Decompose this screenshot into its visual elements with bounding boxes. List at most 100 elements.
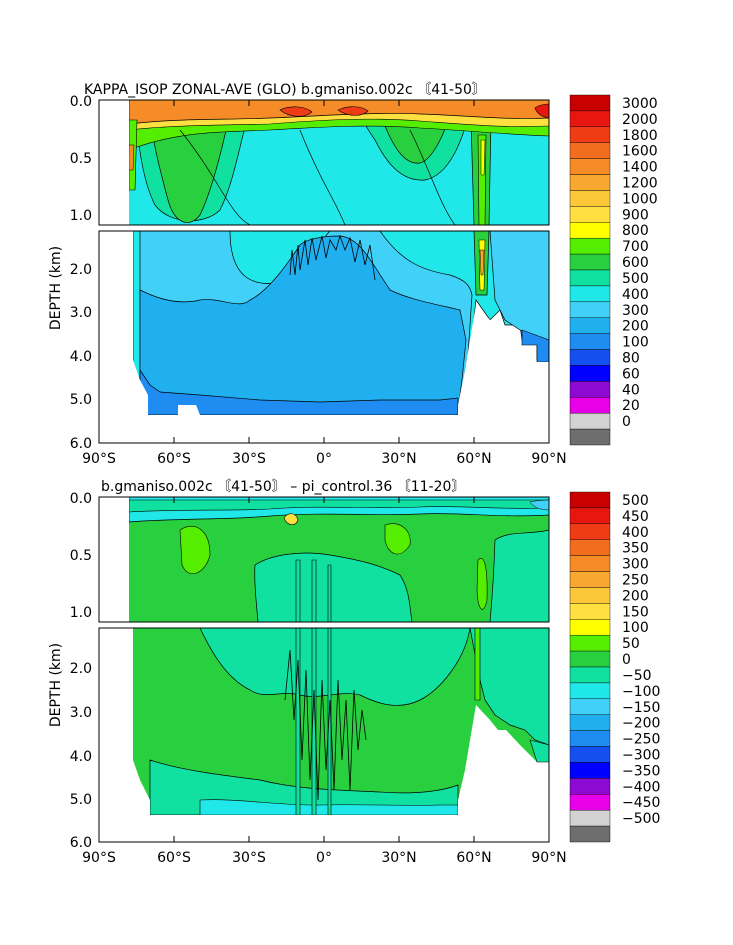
region-upper-patch <box>179 525 211 574</box>
colorbar-label: −250 <box>622 732 660 748</box>
colorbar-label: 20 <box>622 398 640 414</box>
colorbar-swatch <box>569 158 611 175</box>
colorbar-label: 0 <box>622 652 631 668</box>
region-na-column-lower-max <box>479 249 485 276</box>
colorbar-swatch <box>569 507 611 525</box>
panel-a-x-axis: 90°S 60°S 30°S 0° 30°N 60°N 90°N <box>82 451 567 467</box>
panel-a-upper-contour <box>179 129 251 225</box>
y-tick-label: 2.0 <box>70 661 92 677</box>
x-tick-label: 30°S <box>232 451 266 467</box>
panel-b-title: b.gmaniso.002c 〘41-50〙 – pi_control.36 〘… <box>101 479 465 495</box>
colorbar-label: 700 <box>622 239 649 255</box>
panel-b-seafloor <box>99 628 549 842</box>
y-tick-label: 1.0 <box>70 208 92 224</box>
panel-difference: b.gmaniso.002c 〘41-50〙 – pi_control.36 〘… <box>48 479 660 866</box>
colorbar-swatch <box>569 349 611 366</box>
colorbar-label: 3000 <box>622 96 658 112</box>
colorbar-label: −150 <box>622 700 660 716</box>
colorbar-label: 200 <box>622 319 649 335</box>
colorbar-label: −50 <box>622 668 652 684</box>
colorbar-swatch <box>569 317 611 334</box>
colorbar-swatch <box>569 698 611 715</box>
colorbar-label: −100 <box>622 684 660 700</box>
colorbar-swatch <box>569 650 611 668</box>
panel-a-seafloor <box>99 231 549 443</box>
colorbar-swatch <box>569 666 611 684</box>
y-tick-label: 0.5 <box>70 548 92 564</box>
colorbar-swatch <box>569 619 611 636</box>
colorbar-swatch <box>569 206 611 223</box>
region-bottom-right-step <box>529 739 549 763</box>
colorbar-label: 80 <box>622 351 640 367</box>
colorbar-label: 60 <box>622 366 640 382</box>
colorbar-swatch <box>569 126 611 143</box>
region-streak <box>295 559 301 622</box>
y-tick-label: 0.5 <box>70 151 92 167</box>
panel-a-upper-contour <box>299 129 346 225</box>
colorbar-swatch <box>569 110 611 128</box>
panel-b-colorbar: 500450400350300250200150100500−50−100−15… <box>569 491 660 843</box>
x-tick-label: 90°N <box>531 451 566 467</box>
colorbar-label: 500 <box>622 493 649 509</box>
colorbar-swatch <box>569 397 611 414</box>
y-tick-label: 3.0 <box>70 705 92 721</box>
panel-a-upper-contour <box>409 129 456 225</box>
colorbar-swatch <box>569 253 611 271</box>
colorbar-swatch <box>569 762 611 779</box>
panel-b-upper-section <box>99 497 549 622</box>
colorbar-label: 1000 <box>622 191 658 207</box>
colorbar-label: 350 <box>622 541 649 557</box>
colorbar-swatch <box>569 333 611 350</box>
y-tick-label: 0.0 <box>70 491 92 507</box>
colorbar-label: 100 <box>622 620 649 636</box>
region-surface-layer-red <box>279 106 313 117</box>
colorbar-swatch <box>569 746 611 763</box>
colorbar-label: 600 <box>622 255 649 271</box>
y-tick-label: 1.0 <box>70 605 92 621</box>
colorbar-label: −450 <box>622 795 660 811</box>
region-surface-negative <box>529 499 549 511</box>
y-tick-label: 3.0 <box>70 305 92 321</box>
region-central-decrease-upper <box>254 552 413 622</box>
colorbar-label: 250 <box>622 573 649 589</box>
colorbar-swatch <box>569 539 611 556</box>
x-tick-label: 0° <box>316 451 332 467</box>
colorbar-label: 1600 <box>622 144 658 160</box>
colorbar-label: 900 <box>622 207 649 223</box>
region-northern-decrease-lower <box>469 628 549 746</box>
x-tick-label: 0° <box>316 850 332 866</box>
y-tick-label: 5.0 <box>70 392 92 408</box>
colorbar-swatch <box>569 428 611 446</box>
panel-b-upper-land-mask <box>99 497 129 622</box>
region-subtropical-max <box>283 513 299 525</box>
colorbar-swatch <box>569 634 611 652</box>
colorbar-swatch <box>569 523 611 540</box>
axis-ticks <box>98 100 550 842</box>
colorbar-swatch <box>569 222 611 239</box>
colorbar-swatch <box>569 301 611 318</box>
colorbar-label: 450 <box>622 509 649 525</box>
colorbar-swatch <box>569 491 611 509</box>
panel-b-y-axis: 0.0 0.5 1.0 2.0 3.0 4.0 5.0 6.0 DEPTH (k… <box>48 491 92 851</box>
region-northern-decrease-upper <box>489 529 549 622</box>
colorbar-label: 300 <box>622 557 649 573</box>
colorbar-label: 150 <box>622 604 649 620</box>
region-na-column-max <box>480 139 486 176</box>
panel-a-colorbar: 3000200018001600140012001000900800700600… <box>569 94 658 446</box>
y-tick-label: 5.0 <box>70 792 92 808</box>
colorbar-label: 300 <box>622 303 649 319</box>
panel-a-upper-section <box>99 100 549 225</box>
x-tick-label: 30°S <box>232 850 266 866</box>
y-axis-label: DEPTH (km) <box>48 246 64 330</box>
x-tick-label: 60°N <box>456 850 491 866</box>
colorbar-label: 1400 <box>622 160 658 176</box>
colorbar-label: −400 <box>622 779 660 795</box>
region-near-surface-band-2 <box>128 499 549 513</box>
colorbar-label: 400 <box>622 525 649 541</box>
panel-a-y-axis: 0.0 0.5 1.0 2.0 3.0 4.0 5.0 6.0 DEPTH (k… <box>48 94 92 452</box>
region-surface-layer-red-2 <box>337 106 369 116</box>
colorbar-swatch <box>569 825 611 843</box>
colorbar-swatch <box>569 412 611 430</box>
x-tick-label: 90°N <box>531 850 566 866</box>
